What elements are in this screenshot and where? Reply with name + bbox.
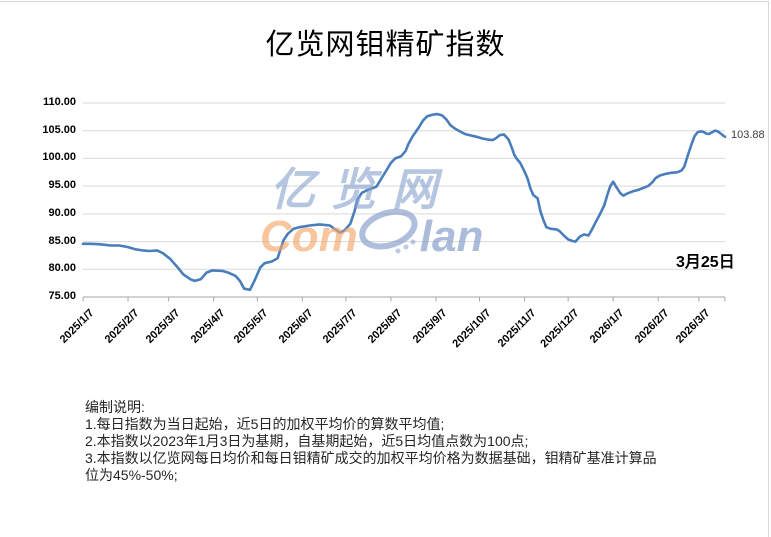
watermark-yilan-text: 亿览网 [270,164,454,215]
watermark-e-ellipse-icon [359,208,418,254]
watermark-comelan-logo: Com lan [260,205,483,262]
y-axis-label: 100.00 [42,151,76,164]
footnote-line: 编制说明: [85,399,145,415]
y-axis-label: 110.00 [42,96,76,108]
watermark-lan-text: lan [419,212,484,261]
watermark-com-text: Com [260,212,358,261]
y-axis-label: 105.00 [42,123,76,136]
y-axis-label: 80.00 [48,262,76,275]
footnotes: 编制说明: 1.每日指数为当日起始，近5日的加权平均价的算数平均值; 2.本指数以2… [85,399,725,484]
chart-right-border [768,1,769,537]
y-axis-label: 85.00 [48,234,76,247]
index-line [81,112,727,292]
y-axis-label: 75.00 [48,290,76,302]
y-axis-label: 95.00 [48,179,76,192]
footnote-line: 1.每日指数为当日起始，近5日的加权平均价的算数平均值; [85,416,445,432]
footnote-line: 3.本指数以亿览网每日均价和每日钼精矿成交的加权平均价格为数据基础，钼精矿基准计… [85,450,657,466]
date-annotation: 3月25日 [676,254,735,271]
y-axis-label: 90.00 [48,206,76,219]
chart-title: 亿览网钼精矿指数 [265,27,506,61]
last-value-label: 103.88 [731,129,765,141]
footnote-line: 位为45%-50%; [85,467,178,483]
chart-top-border [0,1,768,2]
footnote-line: 2.本指数以2023年1月3日为基期，自基期起始，近5日均值点数为100点; [85,433,529,449]
